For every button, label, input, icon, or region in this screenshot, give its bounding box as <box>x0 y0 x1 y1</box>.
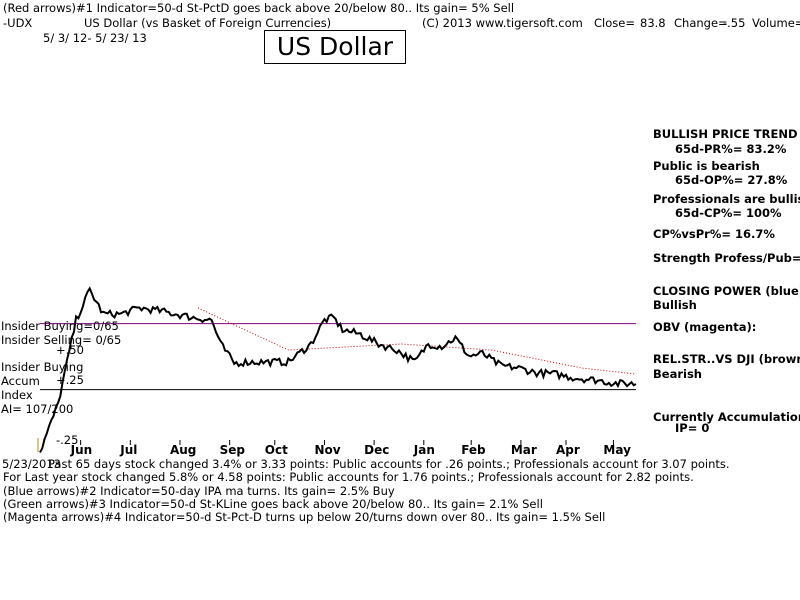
month-label-oct: Oct <box>265 443 288 457</box>
change-value: -.55 <box>723 16 746 30</box>
date-stamp: 5/23/2013 <box>2 457 61 471</box>
accumulation-index-line <box>39 286 637 453</box>
month-label-jan: Jan <box>413 443 435 457</box>
accum-tick-minus25: -.25 <box>56 433 79 447</box>
footer-blue-arrows: (Blue arrows)#2 Indicator=50-day IPA ma … <box>3 484 395 498</box>
op-value: 65d-OP%= 27.8% <box>675 173 788 187</box>
closing-power-state: Bullish <box>653 298 697 312</box>
x-axis: Jun Jul Aug Sep Oct Nov Dec Jan Feb Mar Apr May <box>37 438 631 457</box>
month-label-feb: Feb <box>461 443 486 457</box>
month-label-jul: Jul <box>119 443 137 457</box>
relative-strength-state: Bearish <box>653 367 702 381</box>
strength-ratio: Strength Profess/Pub= 11 <box>653 251 800 265</box>
signal-1-description: (Red arrows)#1 Indicator=50-d St-PctD go… <box>3 1 515 15</box>
public-status: Public is bearish <box>653 159 760 173</box>
month-label-nov: Nov <box>314 443 340 457</box>
symbol: -UDX <box>3 16 33 30</box>
closing-power-label: CLOSING POWER (blue): <box>653 284 800 298</box>
ip-value: IP= 0 <box>675 421 710 435</box>
pr-value: 65d-PR%= 83.2% <box>675 142 787 156</box>
month-label-dec: Dec <box>364 443 389 457</box>
accum-ma <box>197 307 637 375</box>
change-label: Change= <box>674 16 728 30</box>
insider-buying-ratio: Insider Buying=0/65 <box>1 319 119 333</box>
insider-buying-label: Insider Buying <box>1 360 84 374</box>
insider-selling-ratio: Insider Selling= 0/65 <box>1 333 122 347</box>
month-label-sep: Sep <box>220 443 246 457</box>
cp-vs-pr: CP%vsPr%= 16.7% <box>653 227 775 241</box>
accum-label: Accum <box>1 374 40 388</box>
accum-tick-plus25: +.25 <box>56 373 84 387</box>
footer-green-arrows: (Green arrows)#3 Indicator=50-d St-KLine… <box>3 497 543 511</box>
trend-heading: BULLISH PRICE TREND <box>653 127 798 141</box>
month-label-apr: Apr <box>556 443 580 457</box>
month-label-aug: Aug <box>170 443 196 457</box>
accum-tick-plus50: +.50 <box>56 343 84 357</box>
footer-65-day: Past 65 days stock changed 3.4% or 3.33 … <box>48 457 730 471</box>
date-range: 5/ 3/ 12- 5/ 23/ 13 <box>43 31 147 45</box>
chart-title: US Dollar <box>264 30 406 64</box>
close-value: 83.8 <box>640 16 666 30</box>
description: US Dollar (vs Basket of Foreign Currenci… <box>84 16 332 30</box>
accumulation-index <box>39 286 637 453</box>
month-label-may: May <box>603 443 631 457</box>
accumulation-status: Currently Accumulation <box>653 410 800 424</box>
month-label-mar: Mar <box>511 443 537 457</box>
cp-value: 65d-CP%= 100% <box>675 206 782 220</box>
footer-year: For Last year stock changed 5.8% or 4.58… <box>3 470 694 484</box>
index-label: Index <box>1 388 33 402</box>
volume-label: Volume= <box>752 16 800 30</box>
ai-value: AI= 107/200 <box>1 402 74 416</box>
month-label-jun: Jun <box>70 443 93 457</box>
close-label: Close= <box>594 16 635 30</box>
footer-magenta-arrows: (Magenta arrows)#4 Indicator=50-d St-Pct… <box>3 510 606 524</box>
copyright: (C) 2013 www.tigersoft.com <box>422 16 583 30</box>
obv-label: OBV (magenta): <box>653 320 757 334</box>
professionals-status: Professionals are bullish <box>653 192 800 206</box>
relative-strength-label: REL.STR..VS DJI (brown) <box>653 352 800 366</box>
